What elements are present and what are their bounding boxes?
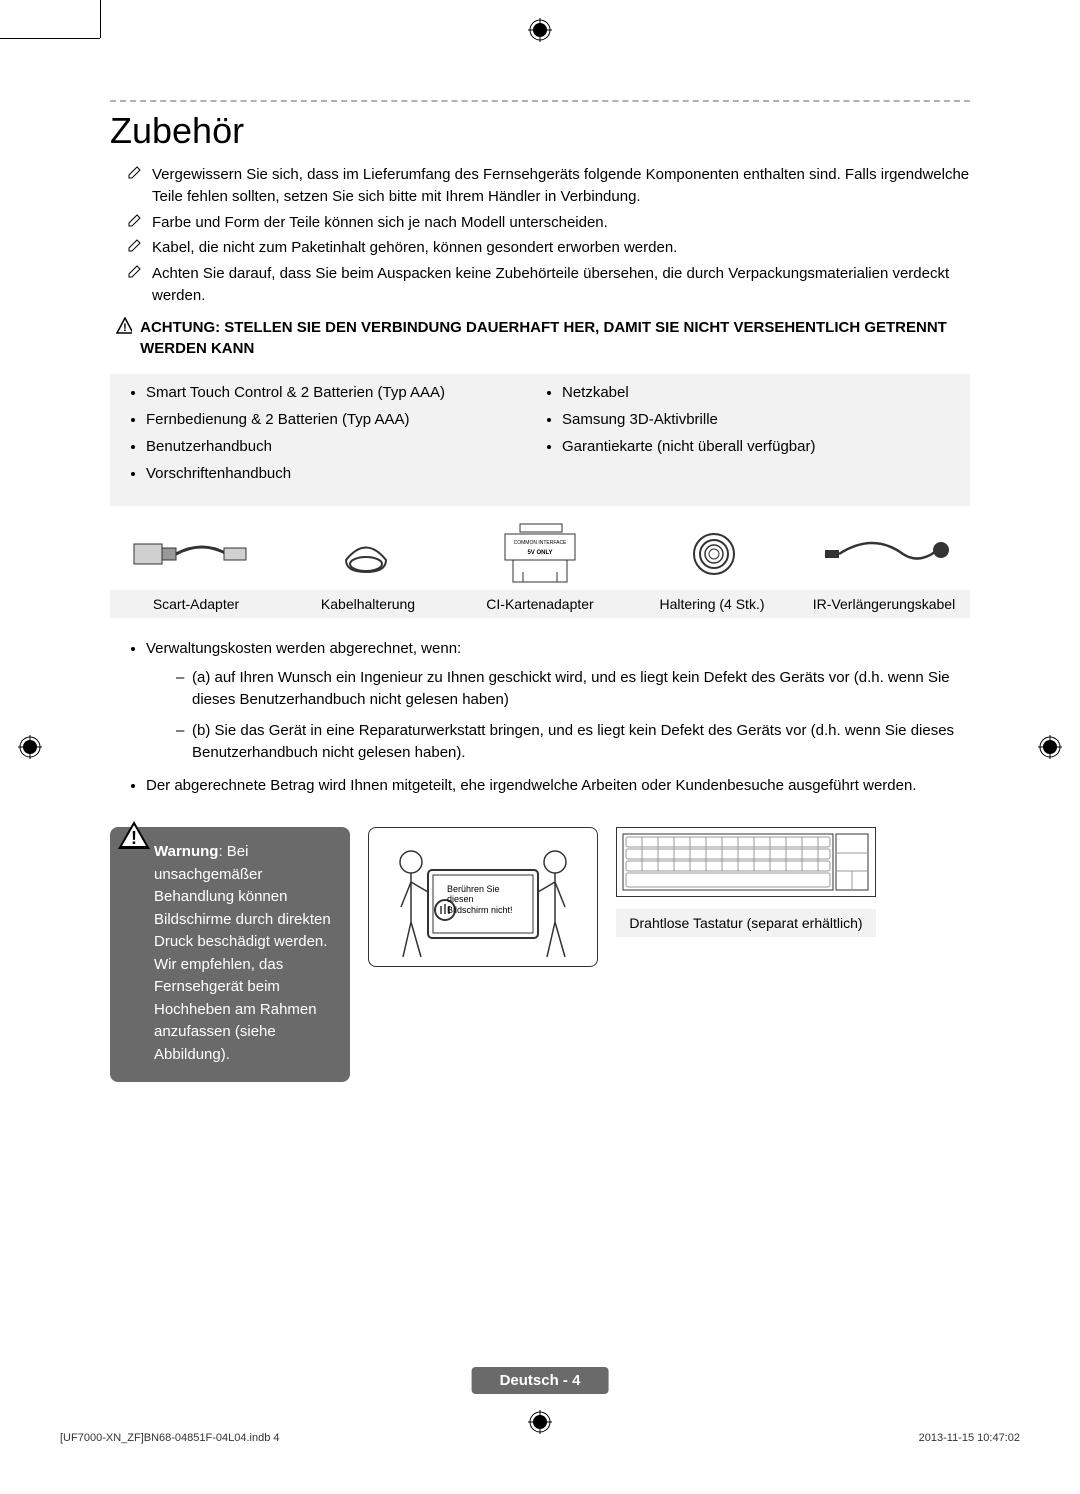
figure-caption: IR-Verlängerungskabel: [798, 596, 970, 612]
figure-cell: [284, 524, 448, 584]
list-item: Fernbedienung & 2 Batterien (Typ AAA): [146, 411, 540, 428]
footer-date: 2013-11-15 10:47:02: [919, 1432, 1020, 1444]
note-text: Vergewissern Sie sich, dass im Lieferumf…: [152, 164, 970, 208]
figure-caption: Haltering (4 Stk.): [626, 596, 798, 612]
note-item: Farbe und Form der Teile können sich je …: [128, 212, 970, 234]
list-item: Netzkabel: [562, 384, 956, 401]
warn-text: : Bei unsachgemäßer Behandlung können Bi…: [154, 843, 331, 1063]
page-content: Zubehör Vergewissern Sie sich, dass im L…: [110, 100, 970, 1082]
caution-row: ! ACHTUNG: STELLEN SIE DEN VERBINDUNG DA…: [116, 317, 970, 361]
warning-box: ! Warnung: Bei unsachgemäßer Behandlung …: [110, 827, 350, 1082]
admin-lead: Verwaltungskosten werden abgerechnet, we…: [146, 640, 461, 657]
figure-cell: [806, 524, 970, 584]
crop-target-icon: [528, 18, 552, 42]
keyboard-caption: Drahtlose Tastatur (separat erhältlich): [616, 909, 876, 937]
figure-cell: [110, 524, 274, 584]
list-item: Der abgerechnete Betrag wird Ihnen mitge…: [146, 775, 970, 798]
figure-cell: COMMON INTERFACE 5V ONLY: [458, 524, 622, 584]
ci-card-adapter-icon: COMMON INTERFACE 5V ONLY: [495, 522, 585, 586]
pencil-icon: [128, 265, 144, 279]
figure-caption: Kabelhalterung: [282, 596, 454, 612]
included-items-box: Smart Touch Control & 2 Batterien (Typ A…: [110, 374, 970, 506]
page-title: Zubehör: [110, 110, 970, 152]
crop-target-icon: [1038, 735, 1062, 759]
list-item: Verwaltungskosten werden abgerechnet, we…: [146, 638, 970, 765]
warn-bold: Warnung: [154, 843, 218, 860]
cable-holder-icon: [331, 530, 401, 578]
footer-lang-text: Deutsch -: [500, 1372, 573, 1389]
note-item: Achten Sie darauf, dass Sie beim Auspack…: [128, 263, 970, 307]
keyboard-illustration: [616, 827, 876, 897]
bottom-section: ! Warnung: Bei unsachgemäßer Behandlung …: [110, 827, 970, 1082]
sub-item: (b) Sie das Gerät in eine Reparaturwerks…: [176, 720, 970, 765]
pencil-icon: [128, 166, 144, 180]
caution-triangle-icon: !: [116, 317, 132, 335]
warning-triangle-icon: !: [116, 819, 152, 851]
crop-target-icon: [18, 735, 42, 759]
note-text: Achten Sie darauf, dass Sie beim Auspack…: [152, 263, 970, 307]
svg-text:!: !: [123, 322, 127, 334]
accessory-figures: COMMON INTERFACE 5V ONLY: [110, 524, 970, 584]
lift-label: Berühren Sie diesen Bildschirm nicht!: [447, 884, 517, 915]
keyboard-box: Drahtlose Tastatur (separat erhältlich): [616, 827, 876, 937]
list-item: Garantiekarte (nicht überall verfügbar): [562, 438, 956, 455]
list-item: Vorschriftenhandbuch: [146, 465, 540, 482]
lift-tv-illustration: Berühren Sie diesen Bildschirm nicht!: [368, 827, 598, 967]
pencil-icon: [128, 214, 144, 228]
section-divider: [110, 100, 970, 102]
note-text: Kabel, die nicht zum Paketinhalt gehören…: [152, 237, 677, 259]
footer-page-num: 4: [572, 1372, 580, 1389]
admin-cost-list: Verwaltungskosten werden abgerechnet, we…: [110, 638, 970, 797]
scart-adapter-icon: [132, 530, 252, 578]
svg-text:5V ONLY: 5V ONLY: [527, 550, 552, 556]
figure-cell: [632, 524, 796, 584]
crop-line: [100, 0, 101, 38]
svg-text:COMMON INTERFACE: COMMON INTERFACE: [514, 540, 567, 546]
sub-item: (a) auf Ihren Wunsch ein Ingenieur zu Ih…: [176, 667, 970, 712]
crop-line: [0, 38, 100, 39]
note-item: Kabel, die nicht zum Paketinhalt gehören…: [128, 237, 970, 259]
figure-captions: Scart-Adapter Kabelhalterung CI-Kartenad…: [110, 590, 970, 618]
intro-notes: Vergewissern Sie sich, dass im Lieferumf…: [128, 164, 970, 307]
caution-text: ACHTUNG: STELLEN SIE DEN VERBINDUNG DAUE…: [140, 317, 970, 361]
figure-caption: CI-Kartenadapter: [454, 596, 626, 612]
list-item: Benutzerhandbuch: [146, 438, 540, 455]
ir-cable-icon: [823, 530, 953, 578]
note-item: Vergewissern Sie sich, dass im Lieferumf…: [128, 164, 970, 208]
list-item: Samsung 3D-Aktivbrille: [562, 411, 956, 428]
holder-ring-icon: [684, 530, 744, 578]
footer-language-badge: Deutsch - 4: [472, 1367, 609, 1394]
pencil-icon: [128, 239, 144, 253]
crop-target-icon: [528, 1410, 552, 1434]
footer-file: [UF7000-XN_ZF]BN68-04851F-04L04.indb 4: [60, 1432, 280, 1444]
list-item: Smart Touch Control & 2 Batterien (Typ A…: [146, 384, 540, 401]
note-text: Farbe und Form der Teile können sich je …: [152, 212, 608, 234]
figure-caption: Scart-Adapter: [110, 596, 282, 612]
svg-text:!: !: [131, 828, 137, 848]
